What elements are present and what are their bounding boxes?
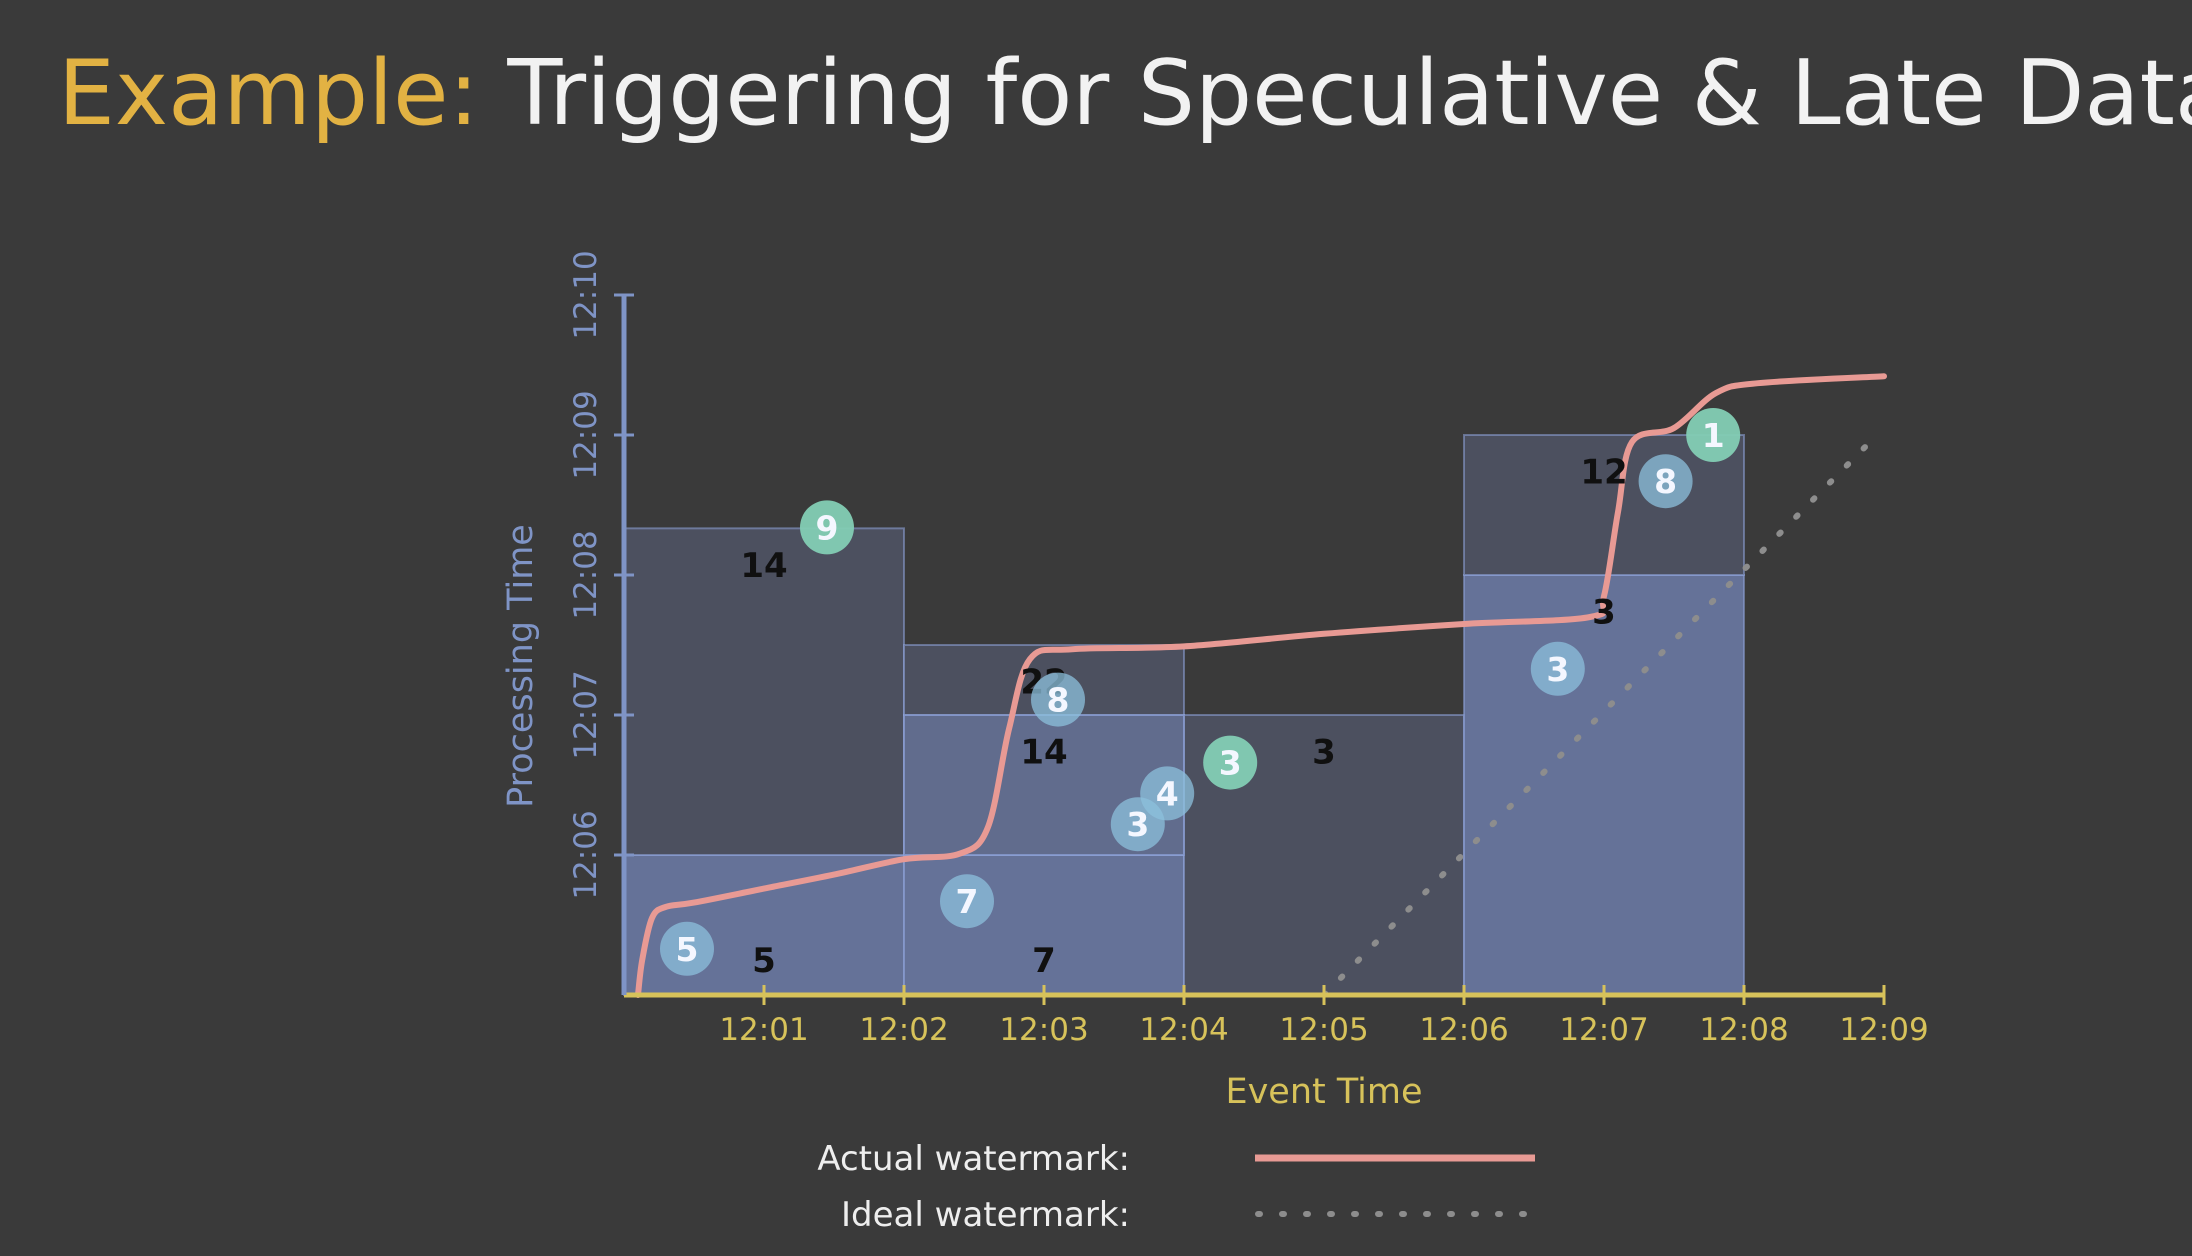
actual-watermark-series <box>635 373 1887 998</box>
data-point-value: 1 <box>1702 416 1725 455</box>
data-point-value: 7 <box>956 882 979 921</box>
data-point <box>940 874 994 929</box>
data-point-value: 5 <box>676 930 699 969</box>
actual-watermark-line <box>635 373 1887 998</box>
pane-count-label: 7 <box>1032 941 1056 981</box>
late-data-point <box>1686 408 1741 462</box>
x-axis-title: Event Time <box>1225 1072 1422 1112</box>
y-tick-label: 12:10 <box>568 250 604 339</box>
window-panes <box>623 434 1745 996</box>
data-points: 5147142233125978343381 <box>660 408 1741 981</box>
x-tick-label: 12:07 <box>1559 1012 1648 1048</box>
y-tick-label: 12:08 <box>568 530 604 619</box>
window-pane <box>1463 574 1745 996</box>
data-point-value: 3 <box>1546 650 1569 689</box>
pane-count-label: 3 <box>1592 592 1616 632</box>
x-tick-label: 12:04 <box>1139 1012 1228 1048</box>
y-tick-label: 12:07 <box>568 670 604 759</box>
data-point <box>1530 641 1585 696</box>
ideal-watermark-series <box>1321 439 1873 998</box>
x-tick-label: 12:02 <box>859 1012 948 1048</box>
y-tick-label: 12:09 <box>568 390 604 479</box>
data-point-value: 4 <box>1156 774 1179 813</box>
window-pane <box>1463 434 1745 576</box>
chart-legend: Actual watermark: Ideal watermark: <box>817 1139 1538 1235</box>
ideal-watermark-line <box>1321 439 1873 998</box>
data-point-value: 3 <box>1219 744 1242 783</box>
x-tick-label: 12:08 <box>1699 1012 1788 1048</box>
late-data-point <box>1203 735 1258 790</box>
data-point <box>1638 454 1693 509</box>
x-tick-label: 12:01 <box>719 1012 808 1048</box>
title-text: Triggering for Speculative & Late Data <box>507 41 2192 146</box>
slide-title: Example: Triggering for Speculative & La… <box>58 34 2192 154</box>
x-tick-label: 12:06 <box>1419 1012 1508 1048</box>
y-tick-label: 12:06 <box>568 810 604 899</box>
pane-count-label: 3 <box>1312 732 1336 772</box>
pane-count-label: 14 <box>740 546 787 586</box>
data-point <box>1031 672 1085 727</box>
x-tick-label: 12:03 <box>999 1012 1088 1048</box>
data-point-value: 8 <box>1654 462 1677 501</box>
x-tick-label: 12:05 <box>1279 1012 1368 1048</box>
legend-label: Ideal watermark: <box>841 1195 1130 1235</box>
late-data-point <box>800 500 854 555</box>
x-tick-label: 12:09 <box>1839 1012 1928 1048</box>
data-point <box>660 921 714 976</box>
pane-count-label: 5 <box>752 941 776 981</box>
data-point-value: 9 <box>816 508 839 547</box>
title-prefix: Example: <box>58 41 479 146</box>
pane-count-label: 12 <box>1580 452 1627 492</box>
chart-axes: 12:01 12:02 12:03 12:04 12:05 12:06 12:07 12:08… <box>501 250 1929 1112</box>
pane-count-label: 14 <box>1020 732 1067 772</box>
legend-label: Actual watermark: <box>817 1139 1130 1179</box>
data-point <box>1140 766 1195 821</box>
y-axis-title: Processing Time <box>501 524 541 808</box>
data-point-value: 3 <box>1126 805 1149 844</box>
data-point-value: 8 <box>1047 681 1070 720</box>
